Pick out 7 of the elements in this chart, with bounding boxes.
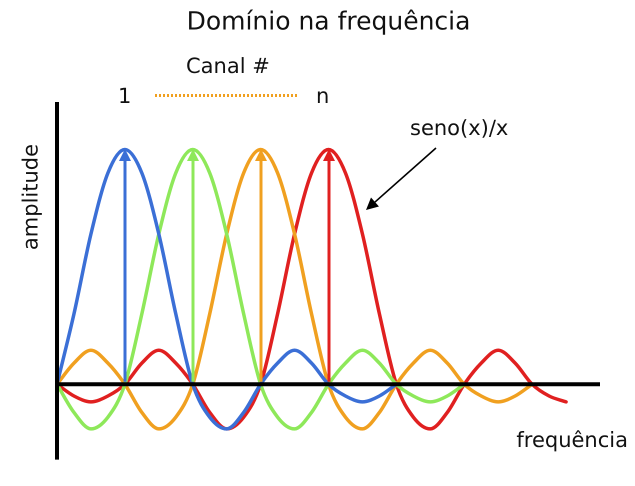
- legend-title: Canal #: [186, 54, 270, 78]
- text: seno(x)/x: [410, 116, 508, 140]
- y-axis-title: amplitude: [18, 144, 42, 250]
- text: 1: [118, 84, 132, 108]
- chart-title: Domínio na frequência: [186, 6, 470, 36]
- x-axis-title: frequência: [516, 428, 628, 452]
- text: n: [316, 84, 330, 108]
